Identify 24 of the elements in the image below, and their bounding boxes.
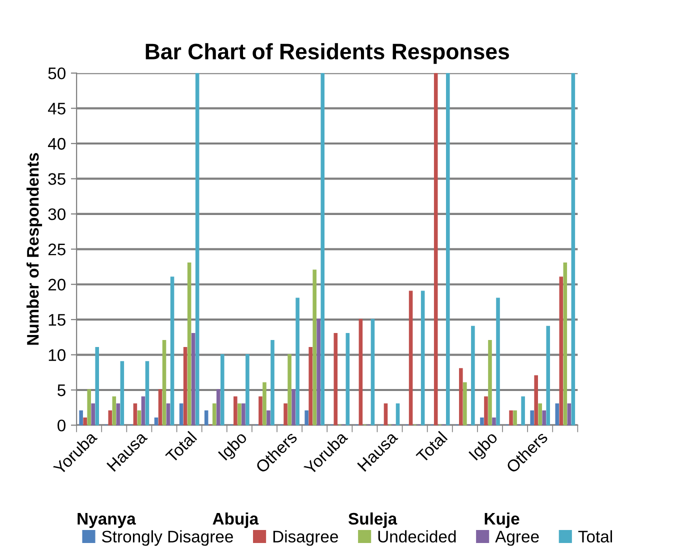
text: Nyanya — [78, 513, 136, 528]
y-tick-label: 15 — [48, 314, 66, 326]
chart-title: Bar Chart of Residents Responses — [146, 43, 509, 64]
y-tick-label: 25 — [48, 244, 66, 256]
legend-label: Agree — [495, 530, 539, 546]
x-tick-label: Igbo — [218, 430, 250, 463]
legend-label: Disagree — [273, 530, 338, 546]
text: Kuje — [484, 512, 520, 528]
y-tick-label: 45 — [48, 102, 66, 115]
legend-label: Strongly Disagree — [102, 530, 233, 546]
text: Abuja — [212, 512, 259, 528]
x-tick-label: Igbo — [468, 430, 500, 463]
y-tick-label: 40 — [48, 138, 66, 150]
y-tick-label: 50 — [48, 68, 66, 80]
legend-label: Total — [578, 530, 612, 542]
y-tick-label: 35 — [48, 173, 66, 185]
text: Suleja — [348, 512, 398, 528]
y-tick-label: 20 — [48, 278, 66, 291]
y-tick-label: 0 — [58, 420, 66, 432]
y-axis-title: Number of Respondents — [26, 153, 42, 345]
legend-label: Undecided — [378, 530, 456, 542]
y-tick-label: 30 — [48, 208, 66, 220]
y-tick-label: 10 — [48, 349, 66, 361]
y-tick-label: 5 — [58, 384, 66, 396]
